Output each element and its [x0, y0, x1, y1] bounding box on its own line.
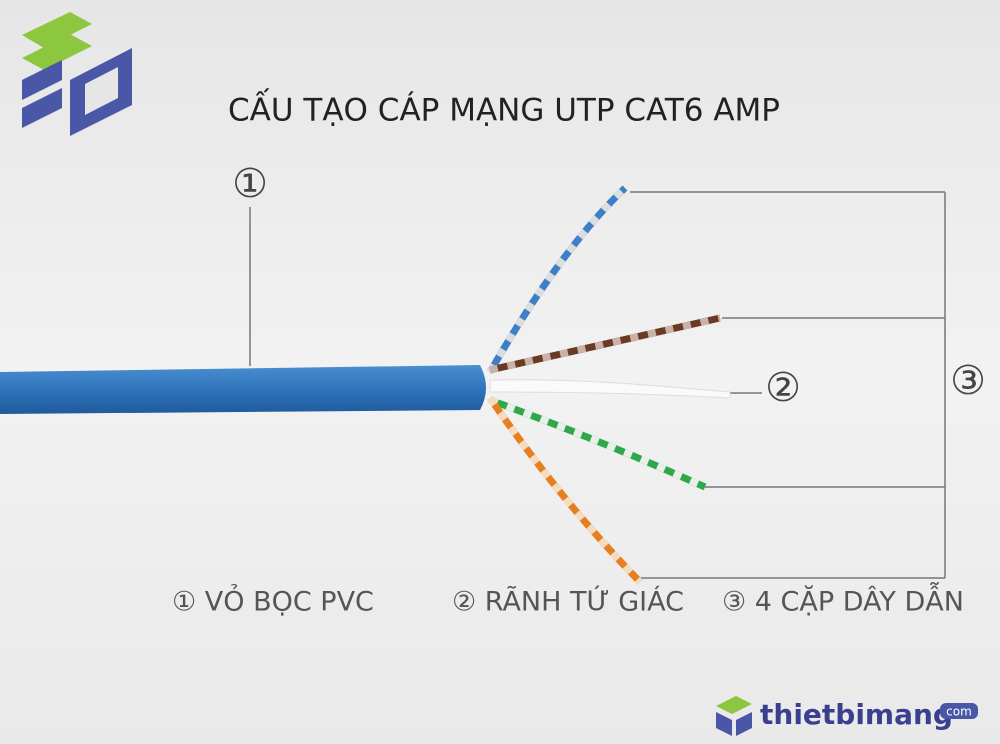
brand-suffix: com	[946, 705, 972, 719]
legend-item: ① VỎ BỌC PVC	[172, 584, 374, 618]
brand: thietbimang com	[716, 696, 978, 736]
cable	[0, 185, 731, 585]
logo	[22, 12, 132, 136]
callout: ①	[232, 161, 268, 207]
callout: ②	[765, 365, 801, 411]
legend-item: ③ 4 CẶP DÂY DẪN	[722, 582, 964, 618]
title: CẤU TẠO CÁP MẠNG UTP CAT6 AMP	[228, 90, 780, 129]
leader-lines	[249, 191, 946, 579]
brand-name: thietbimang	[760, 698, 953, 731]
callout: ③	[950, 358, 986, 404]
legend-item: ② RÃNH TỨ GIÁC	[452, 586, 684, 618]
